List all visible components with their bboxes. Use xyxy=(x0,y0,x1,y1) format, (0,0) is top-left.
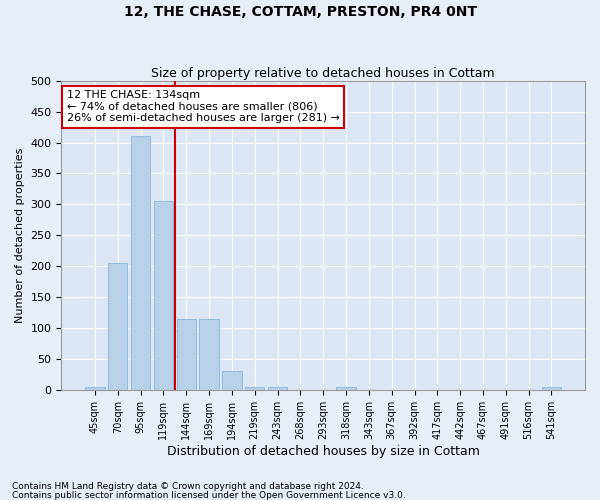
Bar xyxy=(199,319,219,390)
Bar xyxy=(131,136,150,390)
Text: 12 THE CHASE: 134sqm
← 74% of detached houses are smaller (806)
26% of semi-deta: 12 THE CHASE: 134sqm ← 74% of detached h… xyxy=(67,90,340,123)
Bar xyxy=(542,387,561,390)
Bar xyxy=(268,387,287,390)
Y-axis label: Number of detached properties: Number of detached properties xyxy=(15,148,25,323)
Text: Contains public sector information licensed under the Open Government Licence v3: Contains public sector information licen… xyxy=(12,490,406,500)
Bar xyxy=(337,387,356,390)
Bar xyxy=(176,319,196,390)
Text: 12, THE CHASE, COTTAM, PRESTON, PR4 0NT: 12, THE CHASE, COTTAM, PRESTON, PR4 0NT xyxy=(124,5,476,19)
Bar xyxy=(154,202,173,390)
Bar xyxy=(222,372,242,390)
Bar xyxy=(85,387,104,390)
Title: Size of property relative to detached houses in Cottam: Size of property relative to detached ho… xyxy=(151,66,495,80)
Bar xyxy=(245,387,265,390)
X-axis label: Distribution of detached houses by size in Cottam: Distribution of detached houses by size … xyxy=(167,444,479,458)
Bar xyxy=(108,263,127,390)
Text: Contains HM Land Registry data © Crown copyright and database right 2024.: Contains HM Land Registry data © Crown c… xyxy=(12,482,364,491)
